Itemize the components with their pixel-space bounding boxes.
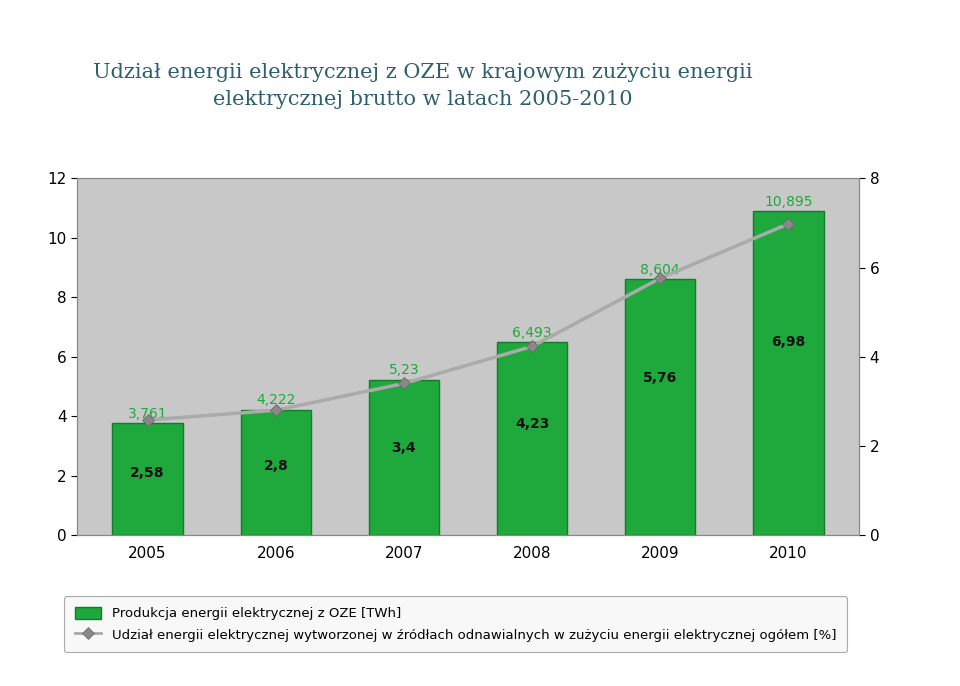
Text: 2,8: 2,8 <box>263 460 288 473</box>
Text: 3,761: 3,761 <box>128 407 167 421</box>
Bar <box>112 423 182 535</box>
Text: 8,604: 8,604 <box>640 263 680 277</box>
Text: 10,895: 10,895 <box>764 195 813 209</box>
Bar <box>497 342 567 535</box>
Text: 5,23: 5,23 <box>389 363 420 377</box>
Text: 3,4: 3,4 <box>392 442 417 456</box>
Text: elektrycznej brutto w latach 2005-2010: elektrycznej brutto w latach 2005-2010 <box>212 90 633 109</box>
Legend: Produkcja energii elektrycznej z OZE [TWh], Udział energii elektrycznej wytworzo: Produkcja energii elektrycznej z OZE [TW… <box>64 596 847 652</box>
Text: 6,98: 6,98 <box>771 335 805 349</box>
Text: Udział energii elektrycznej z OZE w krajowym zużyciu energii: Udział energii elektrycznej z OZE w kraj… <box>92 62 753 82</box>
Bar <box>754 211 824 535</box>
Text: 5,76: 5,76 <box>643 371 678 386</box>
Bar <box>241 410 311 535</box>
Text: 2,58: 2,58 <box>131 466 165 480</box>
Bar <box>625 279 695 535</box>
Text: 6,493: 6,493 <box>513 326 552 340</box>
Text: 4,222: 4,222 <box>256 393 296 407</box>
Text: 4,23: 4,23 <box>515 417 549 431</box>
Bar <box>369 379 439 535</box>
